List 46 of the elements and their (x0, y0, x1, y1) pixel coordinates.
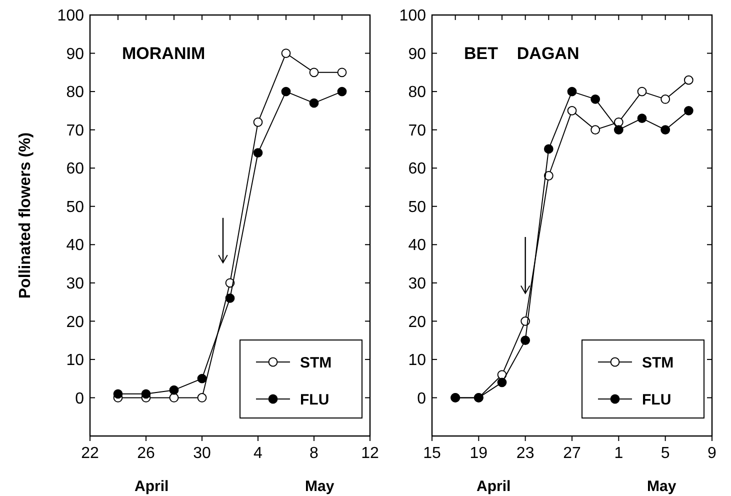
x-tick-label: 26 (137, 445, 155, 462)
x-tick-label: 30 (193, 445, 211, 462)
x-tick-label: 15 (423, 445, 441, 462)
y-tick-label: 100 (399, 8, 426, 25)
legend-label: FLU (642, 391, 672, 408)
y-tick-label: 100 (57, 8, 84, 25)
y-tick-label: 40 (66, 237, 84, 254)
y-tick-label: 70 (66, 122, 84, 140)
y-tick-label: 0 (417, 390, 426, 408)
y-tick-label: 40 (408, 237, 426, 254)
x-tick-label: 27 (563, 445, 581, 462)
x-tick-label: 4 (254, 445, 263, 462)
y-axis-title: Pollinated flowers (%) (17, 132, 34, 299)
text: BET DAGAN (464, 44, 580, 64)
x-tick-label: 1 (614, 445, 624, 462)
y-tick-label: 20 (408, 314, 426, 331)
text: May (305, 478, 335, 495)
y-tick-label: 60 (66, 160, 84, 178)
y-tick-label: 50 (66, 198, 84, 216)
y-tick-label: 10 (408, 352, 426, 370)
legend-label: FLU (300, 391, 330, 408)
legend-label: STM (642, 354, 674, 372)
x-tick-label: 9 (708, 445, 717, 462)
x-tick-label: 19 (470, 445, 488, 462)
y-tick-label: 80 (408, 84, 426, 102)
y-tick-label: 50 (408, 198, 426, 216)
text: MORANIM (122, 44, 206, 64)
x-tick-label: 5 (660, 445, 670, 462)
x-tick-label: 23 (516, 445, 534, 462)
x-tick-label: 12 (361, 445, 379, 462)
y-tick-label: 10 (66, 352, 84, 370)
text: April (134, 478, 169, 495)
y-tick-label: 70 (408, 122, 426, 140)
text: May (647, 478, 677, 495)
y-tick-label: 90 (66, 46, 84, 63)
y-tick-label: 20 (66, 314, 84, 331)
text: April (476, 478, 511, 495)
legend-label: STM (300, 354, 332, 372)
y-tick-label: 60 (408, 160, 426, 178)
y-tick-label: 0 (75, 390, 84, 408)
y-tick-label: 30 (408, 276, 426, 293)
y-tick-label: 90 (408, 46, 426, 63)
y-tick-label: 30 (66, 276, 84, 293)
x-tick-label: 8 (310, 445, 319, 462)
y-tick-label: 80 (66, 84, 84, 102)
x-tick-label: 22 (81, 445, 99, 462)
